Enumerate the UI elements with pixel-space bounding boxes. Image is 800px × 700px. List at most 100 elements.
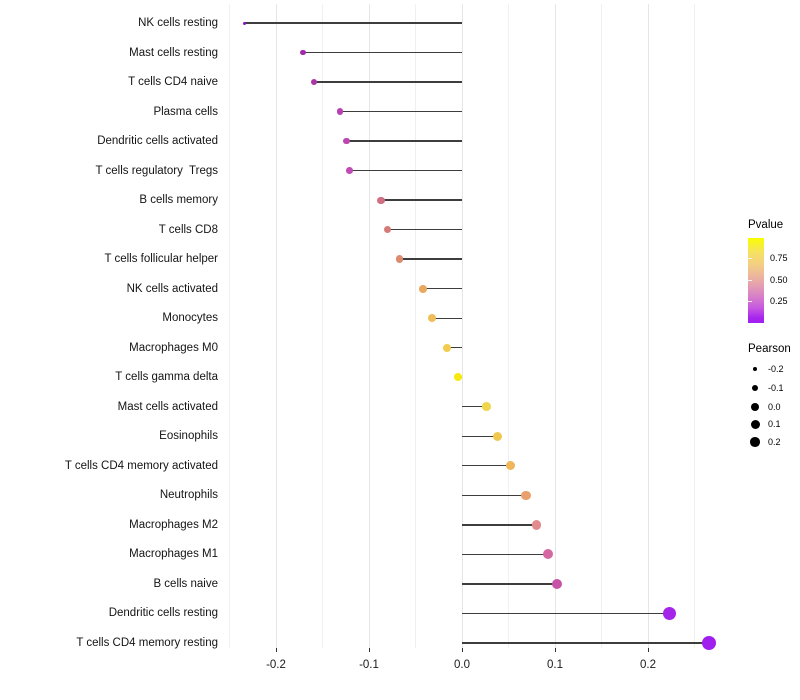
data-point [242,21,246,25]
data-point [521,490,531,501]
x-tick-label: -0.1 [359,659,379,671]
stem-line [381,199,462,201]
stem-line [399,258,462,260]
colorbar-tick-mark [748,279,752,281]
stem-line [314,81,462,83]
data-point [551,578,562,590]
major-gridline [368,4,370,648]
major-gridline [461,4,463,648]
x-tick-mark [647,648,649,652]
stem-line [244,22,462,24]
major-gridline [647,4,649,648]
category-label: T cells CD4 memory resting [76,636,218,649]
data-point [311,79,318,86]
stem-line [349,169,462,172]
stem-line [432,317,462,319]
stem-line [462,524,537,526]
stem-line [462,406,487,408]
minor-gridline [322,4,323,648]
category-label: T cells gamma delta [115,371,218,384]
size-legend-label: -0.2 [768,364,784,374]
data-point [418,284,427,293]
category-label: Dendritic cells activated [97,135,218,148]
major-gridline [275,4,277,648]
data-point [492,431,502,441]
stem-line [302,51,462,54]
stem-line [462,435,498,437]
minor-gridline [601,4,602,648]
category-label: T cells CD4 memory activated [64,459,218,472]
stem-line [340,110,462,113]
colorbar-tick-label: 0.75 [770,253,788,263]
stem-line [462,612,670,615]
data-point [702,635,717,650]
minor-gridline [508,4,509,648]
data-point [343,137,351,145]
category-label: Neutrophils [159,489,218,502]
stem-line [462,465,511,467]
data-point [454,373,463,382]
category-label: Mast cells activated [117,400,218,413]
colorbar-tick-label: 0.50 [770,274,788,285]
pvalue-colorbar [748,238,764,323]
colorbar-tick-label: 0.25 [770,296,788,306]
x-tick-mark [275,648,277,652]
data-point [383,225,392,234]
category-label: Macrophages M0 [129,341,218,354]
stem-line [422,287,462,290]
x-tick-label: 0.1 [547,659,563,671]
pvalue-legend-title: Pvalue [748,219,784,231]
data-point [531,519,542,530]
data-point [336,108,344,115]
data-point [395,255,404,263]
stem-line [462,583,557,585]
data-point [300,49,306,56]
stem-line [462,494,527,496]
pearson-legend-title: Pearson [748,343,791,355]
category-label: Dendritic cells resting [108,607,218,620]
size-legend-label: -0.1 [768,383,784,393]
category-label: T cells follicular helper [104,253,218,266]
minor-gridline [415,4,416,648]
category-label: Mast cells resting [129,46,218,59]
data-point [662,606,676,620]
category-label: Monocytes [162,312,218,325]
category-label: NK cells resting [138,17,218,29]
data-point [346,167,353,174]
stem-line [462,553,548,556]
category-label: Eosinophils [159,430,218,443]
size-legend-dot [751,402,759,411]
major-gridline [554,4,556,648]
category-label: B cells naive [153,577,218,590]
x-tick-label: -0.2 [266,659,286,671]
size-legend-dot [752,366,758,372]
x-tick-label: 0.2 [640,659,656,671]
data-point [428,314,437,323]
size-legend-dot [751,384,759,392]
size-legend-label: 0.2 [768,437,781,447]
x-tick-mark [461,648,463,652]
data-point [377,196,385,204]
category-label: Macrophages M1 [129,548,218,561]
data-point [505,461,515,471]
stem-line [462,642,710,644]
x-tick-label: 0.0 [454,659,470,671]
category-label: B cells memory [139,194,218,207]
minor-gridline [229,4,230,648]
colorbar-tick-mark [748,258,752,259]
category-label: Plasma cells [153,105,218,118]
stem-line [346,140,462,142]
x-tick-mark [554,648,556,652]
stem-line [387,228,462,231]
data-point [442,343,452,352]
minor-gridline [694,4,695,648]
stem-line [447,347,462,349]
category-label: NK cells activated [126,282,218,295]
data-point [481,402,491,412]
category-label: Macrophages M2 [129,518,218,531]
size-legend-label: 0.1 [768,419,781,429]
category-label: T cells CD8 [158,223,218,236]
size-legend-dot [750,437,760,447]
size-legend-label: 0.0 [768,401,781,412]
